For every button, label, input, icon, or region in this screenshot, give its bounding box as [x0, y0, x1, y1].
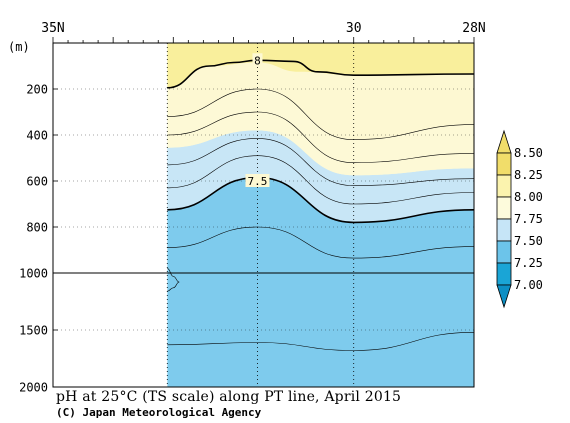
contour-7.5: [167, 176, 475, 224]
contour-label: 7.5: [248, 175, 268, 188]
colorbar-label: 7.75: [514, 212, 543, 226]
ph-bands: [53, 43, 474, 387]
band-7.75-8.00-lower: [167, 89, 474, 176]
colorbar-label: 7.50: [514, 234, 543, 248]
colorbar-top-arrow: [496, 129, 512, 154]
contour-7.6: [167, 155, 475, 205]
no-data-region: [53, 43, 168, 387]
band-8.00-8.25: [167, 43, 474, 88]
colorbar-label: 8.50: [514, 146, 543, 160]
colorbar-swatch: [496, 262, 512, 286]
contour-labels: 87.5: [245, 53, 270, 188]
contour-label-bg: [245, 174, 270, 187]
y-tick-label: 1000: [19, 267, 48, 281]
x-tick-label: 35N: [41, 21, 64, 36]
colorbar-label: 8.25: [514, 168, 543, 182]
credit-line: (C) Japan Meteorological Agency: [56, 406, 262, 419]
colorbar: 7.00 7.25 7.50 7.75 8.00 8.25 8.50: [496, 129, 543, 309]
colorbar-label: 7.00: [514, 278, 543, 292]
chart-title: pH at 25°C (TS scale) along PT line, Apr…: [56, 389, 402, 405]
contour-7.8: [167, 111, 475, 163]
contour-8: [167, 59, 475, 89]
colorbar-swatch: [496, 152, 512, 176]
colorbar-label: 7.25: [514, 256, 543, 270]
colorbar-bottom-arrow: [496, 284, 512, 309]
y-tick-label: 400: [26, 129, 48, 143]
y-tick-label: 600: [26, 175, 48, 189]
y-axis-label: (m): [8, 40, 30, 54]
colorbar-label: 8.00: [514, 190, 543, 204]
colorbar-swatch: [496, 196, 512, 220]
contour-7.3: [167, 332, 475, 351]
contour-label: 8: [254, 54, 261, 67]
contour-7.7: [167, 138, 475, 186]
contour-bulge: [167, 268, 180, 292]
y-tick-label: 1500: [19, 324, 48, 338]
x-tick-label: 28N: [462, 21, 485, 36]
station-grid: [53, 43, 474, 387]
y-tick-label: 2000: [19, 381, 48, 395]
colorbar-swatch: [496, 174, 512, 198]
y-tick-label: 200: [26, 83, 48, 97]
ph-contours: [167, 59, 475, 351]
x-tick-label: 30: [346, 21, 362, 36]
contour-7.4: [167, 226, 475, 259]
contour-7.9: [167, 88, 475, 140]
colorbar-swatch: [496, 218, 512, 242]
axes: 35N 30 28N 200 400 600 800 1000 1500 2000 (m): [8, 21, 486, 395]
y-tick-label: 800: [26, 221, 48, 235]
contour-label-bg: [252, 53, 263, 67]
colorbar-swatch: [496, 240, 512, 264]
